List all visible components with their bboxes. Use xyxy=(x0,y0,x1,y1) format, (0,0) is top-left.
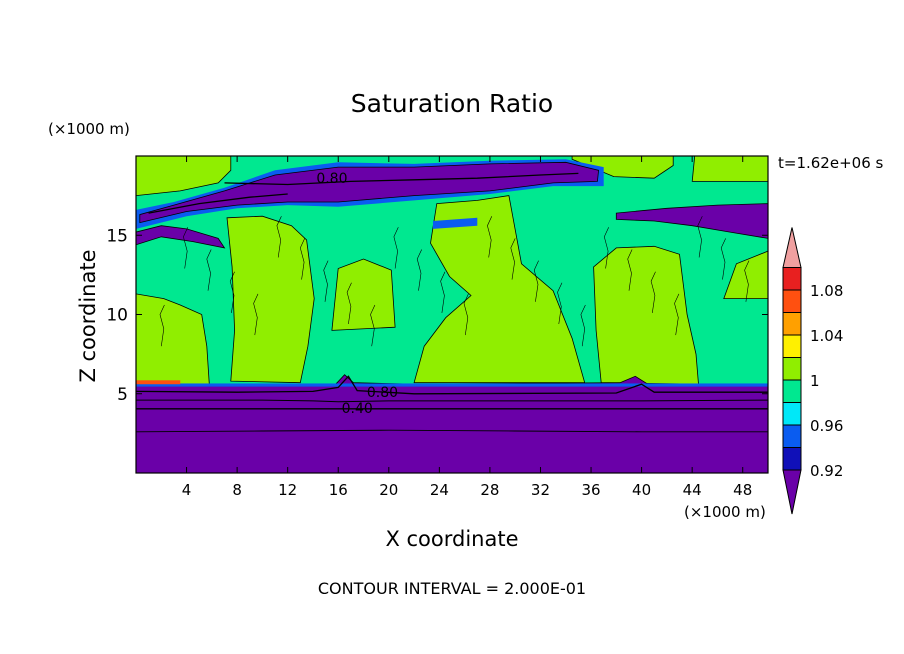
upper-dry-streak xyxy=(136,225,226,249)
time-label: t=1.62e+06 s xyxy=(778,154,884,172)
contour-squiggle xyxy=(440,271,446,313)
y-tick-label: 15 xyxy=(106,226,128,246)
x-tick-label: 20 xyxy=(379,481,398,499)
colorbar-under-arrow xyxy=(782,469,802,515)
contour-squiggle xyxy=(510,238,516,280)
contour-squiggle xyxy=(697,216,703,258)
contour-squiggle xyxy=(720,238,726,280)
colorbar-segment xyxy=(782,357,802,381)
contour-squiggle xyxy=(416,249,422,291)
x-tick-label: 12 xyxy=(278,481,297,499)
contour-squiggle xyxy=(650,271,656,313)
colorbar-segment xyxy=(782,402,802,426)
upper-fringe-speck xyxy=(433,217,478,229)
contour-label: 0.80 xyxy=(316,171,347,187)
x-axis-label: X coordinate xyxy=(385,527,518,551)
y-ticks: 5 10 15 xyxy=(106,226,768,405)
contour-squiggle xyxy=(580,304,586,347)
supersaturated-patch xyxy=(571,156,674,179)
contour-interval-note: CONTOUR INTERVAL = 2.000E-01 xyxy=(318,579,586,598)
contour-line xyxy=(136,429,768,433)
y-unit-label: (×1000 m) xyxy=(48,120,130,138)
colorbar-segment xyxy=(782,312,802,336)
x-unit-label: (×1000 m) xyxy=(684,503,766,521)
supersaturated-patch xyxy=(136,156,232,197)
contour-squiggle xyxy=(557,282,563,325)
contour-squiggle xyxy=(229,271,235,313)
contour-labels: 0.800.800.40 xyxy=(316,171,398,417)
x-ticks: 4 8 12 16 20 24 28 32 36 40 44 48 xyxy=(182,156,752,499)
supersaturated-patch xyxy=(136,293,210,385)
colorbar-label: 1.08 xyxy=(810,282,843,300)
x-tick-label: 32 xyxy=(531,481,550,499)
upper-dry-streak-right xyxy=(615,203,768,239)
colorbar-segment xyxy=(782,447,802,471)
x-tick-label: 36 xyxy=(581,481,600,499)
contour-squiggle xyxy=(299,238,305,280)
contour-squiggle xyxy=(393,227,399,269)
colorbar-label: 1 xyxy=(810,372,820,390)
contour-line xyxy=(136,375,768,395)
contour-squiggle xyxy=(159,304,165,347)
supersaturated-patch xyxy=(331,258,396,331)
y-tick-label: 5 xyxy=(117,385,128,405)
x-tick-label: 44 xyxy=(683,481,702,499)
contour-squiggle xyxy=(323,260,329,302)
y-axis-label: Z coordinate xyxy=(76,249,100,382)
colorbar-segment xyxy=(782,267,802,291)
colorbar-segment xyxy=(782,424,802,448)
lower-dry-layer xyxy=(136,374,768,473)
contour-squiggle xyxy=(463,293,469,336)
supersaturated-patch xyxy=(226,215,315,384)
x-tick-label: 16 xyxy=(329,481,348,499)
supersaturated-patch xyxy=(593,245,699,385)
x-tick-label: 28 xyxy=(480,481,499,499)
contour-label: 0.40 xyxy=(342,401,373,417)
x-tick-label: 8 xyxy=(232,481,242,499)
contour-squiggle xyxy=(533,260,539,302)
x-tick-label: 4 xyxy=(182,481,192,499)
contour-squiggle xyxy=(674,293,680,336)
contour-squiggle xyxy=(744,260,750,302)
colorbar-label: 1.04 xyxy=(810,327,843,345)
x-tick-label: 24 xyxy=(430,481,449,499)
contour-squiggle xyxy=(276,216,282,258)
colorbar-segment xyxy=(782,334,802,358)
lower-layer-top-fringe xyxy=(136,383,768,387)
supersaturated-patch xyxy=(691,156,768,182)
contour-squiggle xyxy=(206,249,212,291)
colorbar-label: 0.92 xyxy=(810,462,843,480)
x-tick-label: 40 xyxy=(632,481,651,499)
colorbar-segment xyxy=(782,289,802,313)
contour-squiggle xyxy=(370,304,376,347)
contour-squiggle xyxy=(253,293,259,336)
plot-field xyxy=(136,156,768,473)
colorbar-segment xyxy=(782,379,802,403)
chart-title: Saturation Ratio xyxy=(351,89,553,118)
colorbar-over-arrow xyxy=(782,227,802,268)
contour-label: 0.80 xyxy=(367,385,398,401)
contour-squiggle xyxy=(487,216,493,258)
y-tick-label: 10 xyxy=(106,306,128,326)
contour-line xyxy=(136,399,768,403)
contour-squiggle xyxy=(603,227,609,269)
x-tick-label: 48 xyxy=(733,481,752,499)
colorbar-label: 0.96 xyxy=(810,417,843,435)
contour-line xyxy=(224,172,579,186)
contour-squiggle xyxy=(183,227,189,269)
supersaturated-patch xyxy=(413,195,586,384)
contour-squiggle xyxy=(346,282,352,325)
contour-squiggle xyxy=(627,249,633,291)
lower-layer-edge-spot xyxy=(136,380,181,385)
colorbar: 0.92 0.96 1 1.04 1.08 xyxy=(782,227,843,515)
contour-line xyxy=(148,193,288,214)
